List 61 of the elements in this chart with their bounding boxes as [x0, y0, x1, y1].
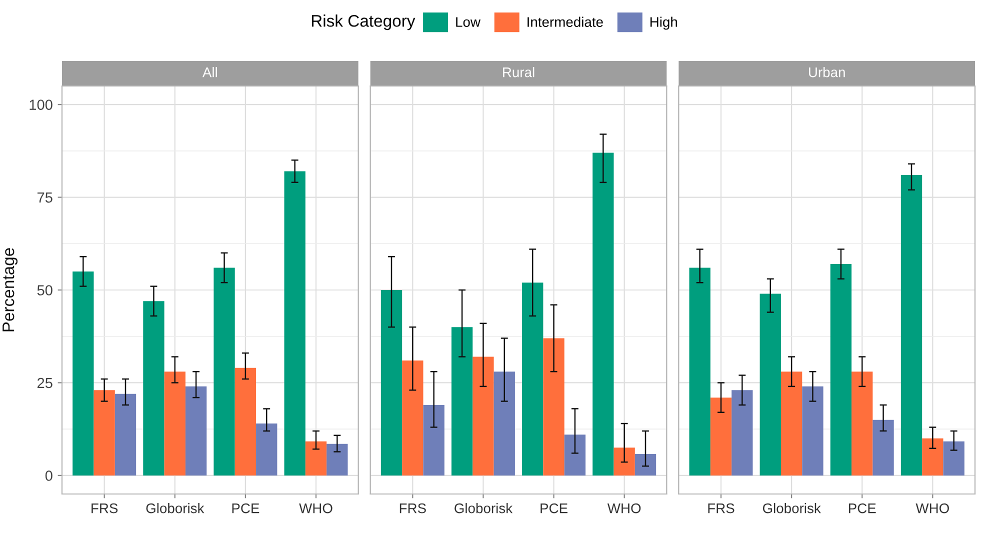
- x-tick-label: WHO: [607, 503, 641, 514]
- x-tick-label: FRS: [708, 503, 734, 514]
- bar: [143, 301, 164, 476]
- bar: [402, 360, 424, 476]
- bar: [689, 268, 710, 476]
- bar: [732, 390, 753, 476]
- legend-label: High: [650, 16, 678, 30]
- bar: [872, 420, 894, 476]
- bar: [634, 454, 656, 476]
- y-axis-title: Percentage: [2, 248, 18, 332]
- x-tick-label: PCE: [540, 503, 568, 514]
- x-tick-label: WHO: [299, 503, 332, 514]
- bar: [256, 424, 278, 476]
- bar: [592, 152, 614, 476]
- bar: [852, 372, 873, 476]
- chart-title: All: [202, 67, 217, 78]
- y-tick-label: 75: [38, 192, 52, 203]
- bar: [760, 294, 781, 476]
- legend-label: Low: [456, 17, 481, 27]
- bar: [423, 404, 444, 476]
- bar: [94, 390, 115, 476]
- legend-label: Intermediate: [528, 16, 603, 27]
- y-tick-label: 25: [37, 378, 52, 388]
- x-tick-label: Globorisk: [146, 503, 204, 514]
- x-tick-label: PCE: [848, 503, 876, 514]
- bar: [614, 448, 635, 476]
- bar: [922, 438, 944, 476]
- bar: [380, 290, 402, 476]
- y-tick-label: 50: [37, 285, 52, 296]
- bar: [472, 356, 494, 476]
- bar: [451, 327, 473, 476]
- bar: [114, 394, 136, 476]
- x-tick-label: FRS: [400, 503, 426, 514]
- chart-title: Rural: [503, 67, 534, 78]
- x-tick-label: WHO: [916, 503, 949, 514]
- bar: [780, 372, 802, 476]
- bar: [710, 398, 732, 476]
- bar: [830, 264, 852, 476]
- bar: [305, 441, 327, 476]
- x-tick-label: Globorisk: [762, 503, 821, 514]
- x-tick-label: PCE: [232, 503, 260, 514]
- chart-title: Urban: [808, 67, 845, 78]
- x-tick-label: Globorisk: [454, 503, 513, 514]
- bar: [185, 386, 207, 476]
- bar: [900, 175, 922, 476]
- bar: [943, 441, 964, 476]
- bar: [214, 268, 235, 476]
- bar: [72, 271, 94, 476]
- bar: [564, 434, 586, 476]
- bar: [326, 444, 348, 476]
- bar: [543, 338, 564, 476]
- x-tick-label: FRS: [92, 503, 118, 514]
- bar: [802, 386, 824, 476]
- bar: [234, 368, 256, 476]
- y-tick-label: 100: [30, 100, 52, 110]
- y-tick-label: 0: [45, 470, 52, 481]
- legend-title: Risk Category: [312, 14, 416, 30]
- bar: [494, 372, 515, 476]
- bar: [522, 282, 544, 476]
- bar: [284, 171, 306, 476]
- bar: [164, 372, 186, 476]
